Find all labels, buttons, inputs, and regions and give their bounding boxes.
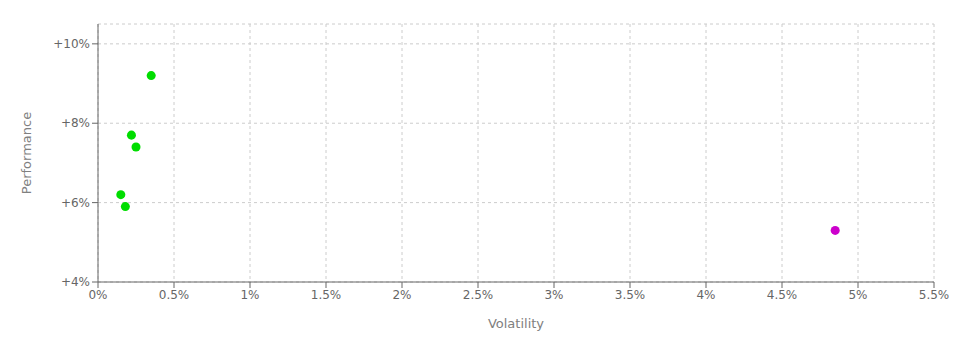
svg-text:+8%: +8% [61,116,90,130]
svg-text:0.5%: 0.5% [159,288,190,302]
svg-text:Volatility: Volatility [488,316,544,331]
svg-text:2.5%: 2.5% [463,288,494,302]
svg-text:5.5%: 5.5% [919,288,950,302]
svg-text:4%: 4% [696,288,715,302]
svg-text:1%: 1% [240,288,259,302]
svg-text:0%: 0% [88,288,107,302]
svg-text:Performance: Performance [19,112,34,194]
svg-text:1.5%: 1.5% [311,288,342,302]
svg-text:2%: 2% [392,288,411,302]
svg-text:4.5%: 4.5% [767,288,798,302]
svg-text:+6%: +6% [61,196,90,210]
svg-text:3.5%: 3.5% [615,288,646,302]
svg-text:5%: 5% [848,288,867,302]
svg-text:+10%: +10% [53,37,90,51]
svg-text:3%: 3% [544,288,563,302]
svg-text:+4%: +4% [61,275,90,289]
